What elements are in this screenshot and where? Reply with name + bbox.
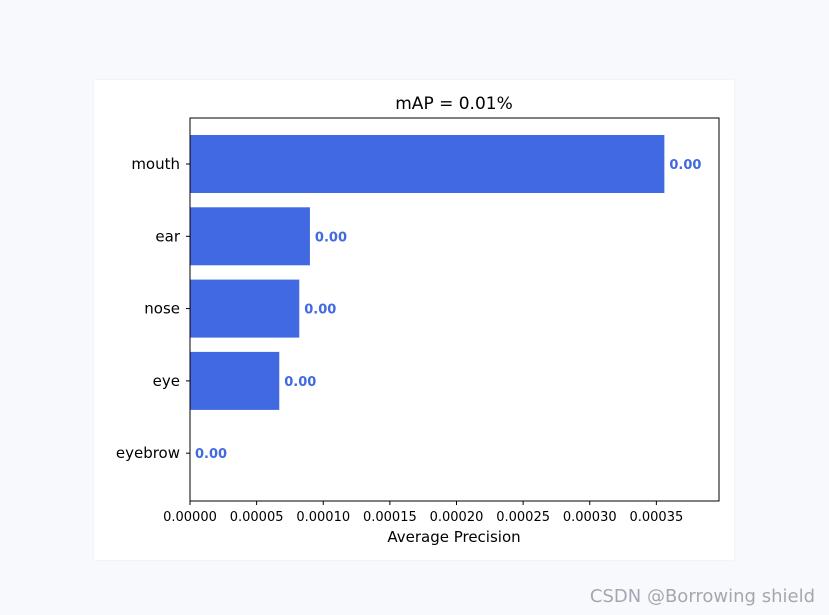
watermark-text: CSDN @Borrowing shield: [589, 586, 815, 607]
y-tick-label-ear: ear: [155, 227, 180, 245]
y-tick-label-nose: nose: [144, 300, 180, 318]
x-tick-label: 0.00030: [563, 510, 617, 525]
x-tick-label: 0.00005: [230, 510, 284, 525]
chart-svg: mAP = 0.01% 0.00 0.00 0.00 0.00 0.00 0.00000…: [116, 94, 720, 546]
y-tick-label-mouth: mouth: [131, 155, 180, 173]
x-axis: 0.00000 0.00005 0.00010 0.00015 0.00020 0.000…: [163, 501, 683, 525]
y-axis: mouth ear nose eye eyebrow: [116, 155, 190, 462]
x-tick-label: 0.00000: [163, 510, 217, 525]
y-tick-label-eyebrow: eyebrow: [116, 444, 180, 462]
bar-mouth: [190, 135, 665, 193]
x-tick-label: 0.00010: [296, 510, 350, 525]
x-tick-label: 0.00015: [363, 510, 417, 525]
bar-ear: [190, 207, 310, 266]
x-axis-label: Average Precision: [387, 528, 520, 546]
bar-value-label-ear: 0.00: [315, 230, 347, 245]
y-tick-label-eye: eye: [153, 372, 180, 390]
bar-eye: [190, 351, 280, 410]
chart-title: mAP = 0.01%: [395, 94, 513, 114]
bar-value-label-nose: 0.00: [304, 303, 336, 318]
bar-nose: [190, 279, 300, 338]
x-tick-label: 0.00035: [629, 510, 683, 525]
bar-value-label-eyebrow: 0.00: [195, 447, 227, 462]
bars-layer: 0.00 0.00 0.00 0.00 0.00: [190, 135, 701, 462]
x-tick-label: 0.00020: [430, 510, 484, 525]
chart-figure: mAP = 0.01% 0.00 0.00 0.00 0.00 0.00 0.00000…: [94, 80, 734, 560]
plot-area-frame: [189, 117, 720, 502]
x-tick-label: 0.00025: [496, 510, 550, 525]
bar-value-label-mouth: 0.00: [669, 158, 701, 173]
bar-value-label-eye: 0.00: [284, 375, 316, 390]
